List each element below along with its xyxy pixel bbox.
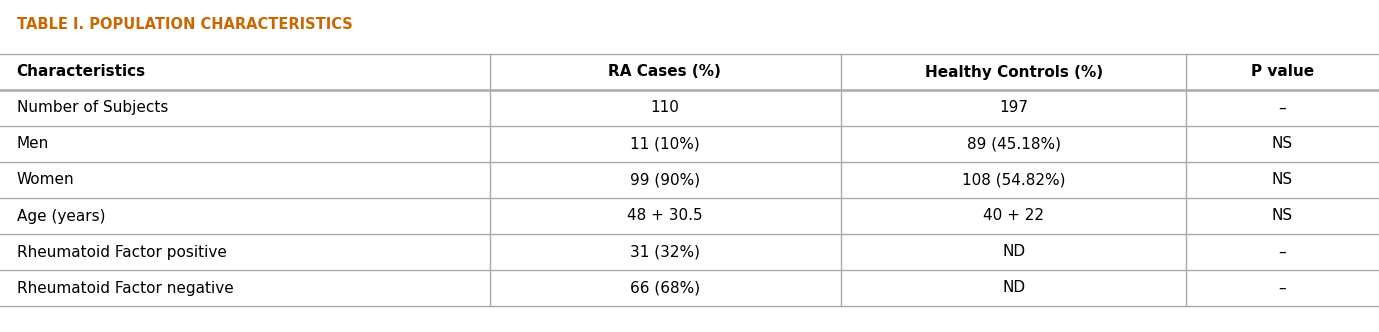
Text: Men: Men bbox=[17, 136, 48, 151]
Text: RA Cases (%): RA Cases (%) bbox=[608, 64, 721, 79]
Text: Characteristics: Characteristics bbox=[17, 64, 146, 79]
Text: Age (years): Age (years) bbox=[17, 208, 105, 223]
Text: NS: NS bbox=[1271, 208, 1294, 223]
Text: –: – bbox=[1278, 281, 1287, 295]
Text: NS: NS bbox=[1271, 173, 1294, 188]
Text: P value: P value bbox=[1251, 64, 1314, 79]
Text: 110: 110 bbox=[651, 101, 678, 116]
Text: Rheumatoid Factor positive: Rheumatoid Factor positive bbox=[17, 244, 226, 260]
Text: Rheumatoid Factor negative: Rheumatoid Factor negative bbox=[17, 281, 233, 295]
Text: 108 (54.82%): 108 (54.82%) bbox=[961, 173, 1066, 188]
Text: 48 + 30.5: 48 + 30.5 bbox=[627, 208, 702, 223]
Text: 197: 197 bbox=[998, 101, 1029, 116]
Text: –: – bbox=[1278, 244, 1287, 260]
Text: Number of Subjects: Number of Subjects bbox=[17, 101, 168, 116]
Text: Healthy Controls (%): Healthy Controls (%) bbox=[924, 64, 1103, 79]
Text: ND: ND bbox=[1003, 281, 1025, 295]
Text: 99 (90%): 99 (90%) bbox=[630, 173, 699, 188]
Text: 40 + 22: 40 + 22 bbox=[983, 208, 1044, 223]
Text: 66 (68%): 66 (68%) bbox=[630, 281, 699, 295]
Text: 11 (10%): 11 (10%) bbox=[630, 136, 699, 151]
Text: 89 (45.18%): 89 (45.18%) bbox=[967, 136, 1060, 151]
Text: Women: Women bbox=[17, 173, 74, 188]
Text: TABLE I. POPULATION CHARACTERISTICS: TABLE I. POPULATION CHARACTERISTICS bbox=[17, 17, 352, 32]
Text: NS: NS bbox=[1271, 136, 1294, 151]
Text: 31 (32%): 31 (32%) bbox=[630, 244, 699, 260]
Text: –: – bbox=[1278, 101, 1287, 116]
Text: ND: ND bbox=[1003, 244, 1025, 260]
